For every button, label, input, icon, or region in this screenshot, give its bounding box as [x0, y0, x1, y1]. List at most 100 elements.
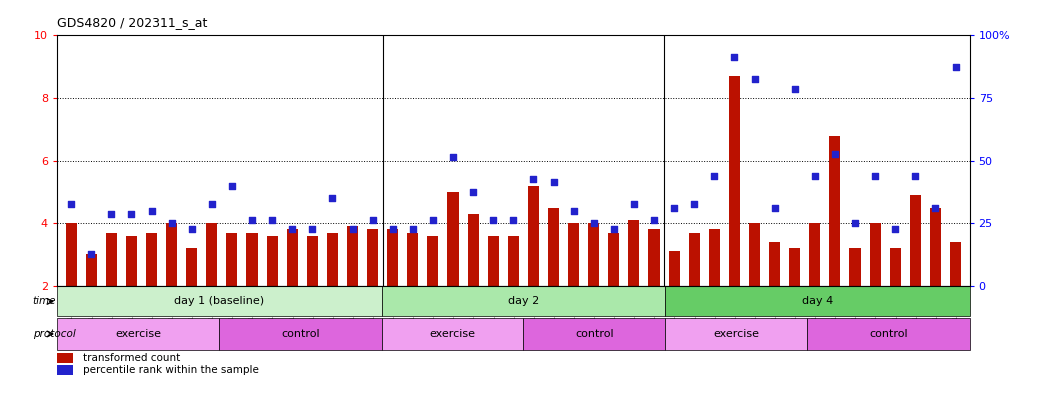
Text: control: control [576, 329, 614, 339]
Bar [789, 248, 801, 286]
Bar [809, 223, 820, 286]
Point [525, 176, 541, 182]
Point [907, 173, 924, 179]
Bar [628, 220, 640, 286]
Bar [387, 230, 398, 286]
Text: exercise: exercise [115, 329, 161, 339]
Bar [548, 208, 559, 286]
Point [485, 217, 502, 223]
Point [826, 151, 843, 158]
Point [565, 208, 582, 214]
Point [747, 76, 763, 83]
Text: day 2: day 2 [508, 296, 539, 307]
Point [666, 204, 682, 211]
Point [685, 201, 702, 208]
Bar [166, 223, 177, 286]
Bar [187, 248, 197, 286]
Bar [57, 365, 74, 375]
Point [103, 211, 119, 217]
Bar [247, 233, 257, 286]
Bar [528, 185, 539, 286]
Point [263, 217, 280, 223]
Bar [286, 230, 298, 286]
Point [927, 204, 944, 211]
Point [184, 226, 200, 233]
Point [163, 220, 179, 226]
Bar [219, 318, 382, 350]
Bar [588, 223, 599, 286]
Bar [86, 255, 96, 286]
Bar [226, 233, 237, 286]
Bar [830, 136, 840, 286]
Bar [669, 252, 679, 286]
Bar [930, 208, 941, 286]
Point [505, 217, 522, 223]
Bar [267, 236, 278, 286]
Bar [57, 353, 74, 363]
Bar [524, 318, 666, 350]
Bar [508, 236, 518, 286]
Bar [729, 76, 740, 286]
Bar [909, 195, 921, 286]
Bar [367, 230, 379, 286]
Bar [709, 230, 720, 286]
Point [143, 208, 160, 214]
Bar [890, 248, 901, 286]
Point [83, 252, 100, 258]
Point [123, 211, 140, 217]
Bar [689, 233, 700, 286]
Bar [666, 318, 808, 350]
Point [625, 201, 642, 208]
Point [404, 226, 421, 233]
Point [344, 226, 361, 233]
Text: percentile rank within the sample: percentile rank within the sample [83, 365, 258, 375]
Point [385, 226, 401, 233]
Point [947, 64, 963, 70]
Point [424, 217, 441, 223]
Point [606, 226, 622, 233]
Bar [609, 233, 619, 286]
Point [224, 182, 241, 189]
Point [304, 226, 320, 233]
Bar [347, 226, 358, 286]
Bar [648, 230, 660, 286]
Point [706, 173, 723, 179]
Bar [327, 233, 338, 286]
Bar [568, 223, 579, 286]
Bar [849, 248, 861, 286]
Bar [125, 236, 137, 286]
Point [586, 220, 602, 226]
Point [867, 173, 884, 179]
Bar [808, 318, 970, 350]
Bar [468, 214, 479, 286]
Bar [749, 223, 760, 286]
Bar [382, 318, 524, 350]
Bar [57, 318, 219, 350]
Point [807, 173, 823, 179]
Bar [57, 286, 382, 316]
Bar [307, 236, 317, 286]
Point [445, 154, 461, 161]
Point [364, 217, 381, 223]
Bar [427, 236, 439, 286]
Bar [870, 223, 880, 286]
Text: transformed count: transformed count [83, 353, 179, 363]
Text: GDS4820 / 202311_s_at: GDS4820 / 202311_s_at [57, 16, 207, 29]
Point [726, 54, 742, 61]
Point [203, 201, 220, 208]
Bar [950, 242, 961, 286]
Point [244, 217, 260, 223]
Text: control: control [281, 329, 319, 339]
Point [284, 226, 301, 233]
Bar [487, 236, 499, 286]
Point [847, 220, 864, 226]
Point [63, 201, 80, 208]
Bar [65, 223, 77, 286]
Point [766, 204, 783, 211]
Bar [106, 233, 117, 286]
Bar [408, 233, 418, 286]
Text: control: control [869, 329, 907, 339]
Point [786, 85, 803, 92]
Bar [666, 286, 970, 316]
Point [545, 179, 562, 185]
